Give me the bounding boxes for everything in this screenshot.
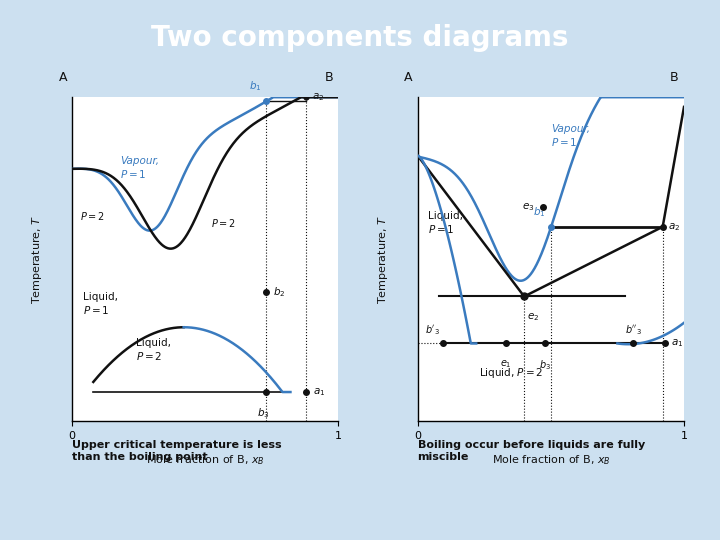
Text: $P = 2$: $P = 2$ <box>210 217 235 229</box>
Text: $b''_3$: $b''_3$ <box>625 323 642 337</box>
Text: Mole fraction of B, $x_B$: Mole fraction of B, $x_B$ <box>146 454 264 468</box>
Text: $a_1$: $a_1$ <box>671 338 683 349</box>
Text: Boiling occur before liquids are fully
miscible: Boiling occur before liquids are fully m… <box>418 440 645 462</box>
Text: $P = 2$: $P = 2$ <box>80 210 105 222</box>
Text: $b'_3$: $b'_3$ <box>426 323 440 337</box>
Text: $b_2$: $b_2$ <box>273 285 286 299</box>
Text: A: A <box>59 71 67 84</box>
Text: $b_3$: $b_3$ <box>539 358 552 372</box>
Text: $a_1$: $a_1$ <box>313 386 325 398</box>
Text: Mole fraction of B, $x_B$: Mole fraction of B, $x_B$ <box>492 454 610 468</box>
Text: Temperature, $T$: Temperature, $T$ <box>30 214 45 304</box>
Text: $e_2$: $e_2$ <box>527 311 539 323</box>
Text: $a_2$: $a_2$ <box>312 91 324 103</box>
Text: Vapour,
$P = 1$: Vapour, $P = 1$ <box>120 157 159 180</box>
Text: Liquid, $P = 2$: Liquid, $P = 2$ <box>479 366 543 380</box>
Text: Temperature, $T$: Temperature, $T$ <box>376 214 390 304</box>
Text: A: A <box>405 71 413 84</box>
Text: $b_1$: $b_1$ <box>534 205 546 219</box>
Text: B: B <box>670 71 679 84</box>
Text: $e_3$: $e_3$ <box>523 201 535 213</box>
Text: Liquid,
$P = 1$: Liquid, $P = 1$ <box>428 211 463 235</box>
Text: Liquid,
$P = 2$: Liquid, $P = 2$ <box>136 338 171 362</box>
Text: Liquid,
$P = 1$: Liquid, $P = 1$ <box>83 292 117 316</box>
Text: $a_2$: $a_2$ <box>668 221 680 233</box>
Text: $b_3$: $b_3$ <box>258 407 270 421</box>
Text: $e_1$: $e_1$ <box>500 358 511 370</box>
Text: Vapour,
$P = 1$: Vapour, $P = 1$ <box>551 124 590 148</box>
Text: Upper critical temperature is less
than the boiling point: Upper critical temperature is less than … <box>72 440 282 462</box>
Text: $b_1$: $b_1$ <box>248 79 261 93</box>
Text: B: B <box>325 71 333 84</box>
Text: Two components diagrams: Two components diagrams <box>151 24 569 52</box>
